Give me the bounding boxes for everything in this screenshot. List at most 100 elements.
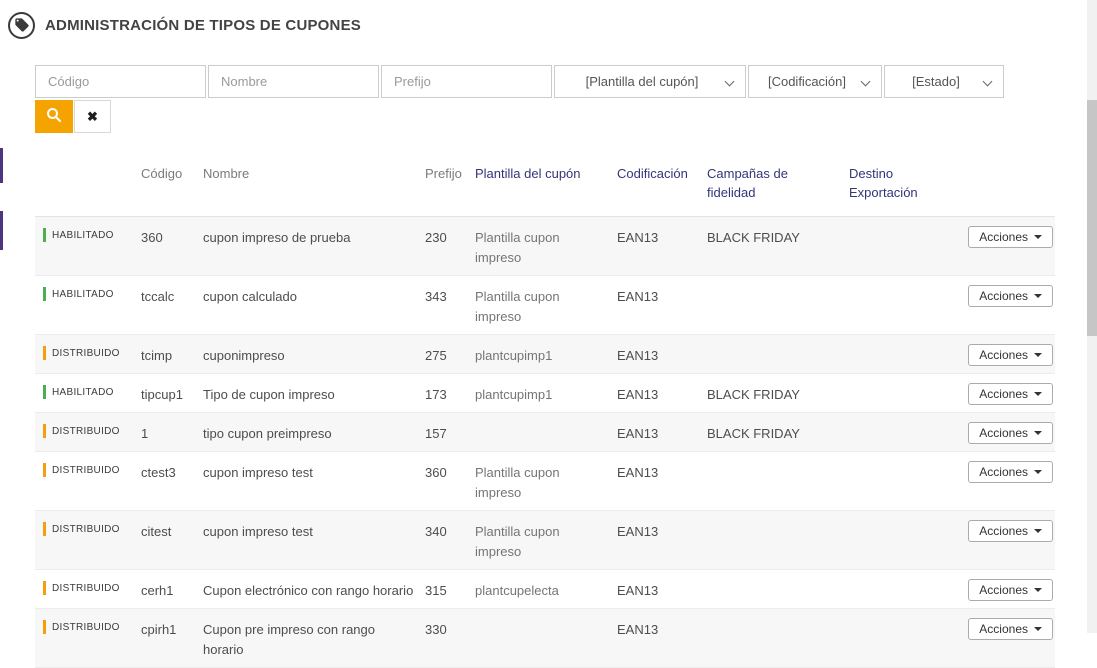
header-plantilla[interactable]: Plantilla del cupón — [475, 166, 581, 181]
table-row: HABILITADO 360 cupon impreso de prueba 2… — [35, 217, 1055, 276]
cell-prefijo: 340 — [425, 524, 447, 539]
acciones-button[interactable]: Acciones — [968, 285, 1053, 307]
cell-campanas: BLACK FRIDAY — [707, 230, 800, 245]
acciones-label: Acciones — [979, 465, 1028, 479]
page-header: ADMINISTRACIÓN DE TIPOS DE CUPONES — [0, 0, 1097, 42]
cell-destino — [847, 570, 965, 588]
scrollbar — [1087, 0, 1097, 633]
acciones-label: Acciones — [979, 289, 1028, 303]
cell-codificacion: EAN13 — [617, 465, 659, 480]
cell-acciones: Acciones — [965, 609, 1055, 645]
plantilla-select[interactable]: [Plantilla del cupón] — [554, 65, 746, 98]
acciones-button[interactable]: Acciones — [968, 226, 1053, 248]
status-label: DISTRIBUIDO — [52, 621, 120, 633]
acciones-label: Acciones — [979, 230, 1028, 244]
cell-plantilla: plantcupimp1 — [475, 348, 553, 363]
status-badge: DISTRIBUIDO — [35, 511, 139, 543]
caret-down-icon — [1034, 353, 1042, 357]
caret-down-icon — [1034, 529, 1042, 533]
cell-campanas: BLACK FRIDAY — [707, 426, 800, 441]
codificacion-select[interactable]: [Codificación] — [748, 65, 882, 98]
table-row: DISTRIBUIDO tcimp cuponimpreso 275 plant… — [35, 335, 1055, 374]
cell-codigo: tipcup1 — [141, 387, 183, 402]
status-label: DISTRIBUIDO — [52, 523, 120, 535]
nombre-input[interactable] — [208, 65, 379, 98]
acciones-button[interactable]: Acciones — [968, 383, 1053, 405]
cell-prefijo: 315 — [425, 583, 447, 598]
caret-down-icon — [1034, 470, 1042, 474]
filter-bar: [Plantilla del cupón] [Codificación] [Es… — [35, 65, 1097, 98]
cell-campanas — [705, 511, 847, 529]
status-badge: DISTRIBUIDO — [35, 335, 139, 367]
prefijo-input[interactable] — [381, 65, 552, 98]
estado-select-value: [Estado] — [912, 74, 960, 89]
tag-icon — [8, 11, 35, 39]
status-bar — [43, 424, 46, 438]
cell-codificacion: EAN13 — [617, 348, 659, 363]
cell-prefijo: 275 — [425, 348, 447, 363]
filter-actions: ✖ — [35, 100, 1097, 133]
cell-nombre: cupon impreso de prueba — [203, 230, 351, 245]
cell-codigo: 1 — [141, 426, 149, 441]
cell-prefijo: 343 — [425, 289, 447, 304]
cell-campanas — [705, 452, 847, 470]
left-edge-accent-bar — [0, 148, 3, 183]
acciones-label: Acciones — [979, 426, 1028, 440]
acciones-label: Acciones — [979, 622, 1028, 636]
status-label: DISTRIBUIDO — [52, 425, 120, 437]
table-body: HABILITADO 360 cupon impreso de prueba 2… — [35, 217, 1055, 668]
caret-down-icon — [1034, 235, 1042, 239]
cell-codigo: ctest3 — [141, 465, 176, 480]
header-prefijo: Prefijo — [425, 166, 462, 181]
status-bar — [43, 463, 46, 477]
cell-codificacion: EAN13 — [617, 426, 659, 441]
status-bar — [43, 522, 46, 536]
acciones-button[interactable]: Acciones — [968, 422, 1053, 444]
left-edge-accent-bar — [0, 211, 3, 250]
search-button[interactable] — [35, 100, 73, 133]
cell-nombre: Tipo de cupon impreso — [203, 387, 335, 402]
cell-destino — [847, 413, 965, 431]
cell-codigo: tcimp — [141, 348, 173, 363]
header-estado — [35, 150, 139, 178]
header-campanas[interactable]: Campañas de fidelidad — [707, 166, 788, 200]
table-row: DISTRIBUIDO ctest3 cupon impreso test 36… — [35, 452, 1055, 511]
status-badge: DISTRIBUIDO — [35, 609, 139, 641]
codigo-input[interactable] — [35, 65, 206, 98]
acciones-button[interactable]: Acciones — [968, 618, 1053, 640]
acciones-button[interactable]: Acciones — [968, 344, 1053, 366]
acciones-label: Acciones — [979, 524, 1028, 538]
status-bar — [43, 346, 46, 360]
cell-prefijo: 330 — [425, 622, 447, 637]
clear-button[interactable]: ✖ — [74, 100, 111, 133]
cell-prefijo: 173 — [425, 387, 447, 402]
cell-destino — [847, 511, 965, 529]
cell-nombre: tipo cupon preimpreso — [203, 426, 332, 441]
cell-codigo: cpirh1 — [141, 622, 177, 637]
cell-acciones: Acciones — [965, 335, 1055, 371]
cell-codigo: 360 — [141, 230, 163, 245]
cell-acciones: Acciones — [965, 511, 1055, 547]
acciones-button[interactable]: Acciones — [968, 579, 1053, 601]
cell-nombre: cupon impreso test — [203, 524, 313, 539]
estado-select[interactable]: [Estado] — [884, 65, 1004, 98]
table-header-row: Código Nombre Prefijo Plantilla del cupó… — [35, 150, 1055, 217]
cell-codificacion: EAN13 — [617, 622, 659, 637]
acciones-button[interactable]: Acciones — [968, 520, 1053, 542]
cell-codificacion: EAN13 — [617, 387, 659, 402]
acciones-label: Acciones — [979, 583, 1028, 597]
acciones-button[interactable]: Acciones — [968, 461, 1053, 483]
scrollbar-thumb[interactable] — [1087, 100, 1097, 336]
close-icon: ✖ — [87, 108, 98, 124]
cell-campanas — [705, 570, 847, 588]
header-destino[interactable]: Destino Exportación — [849, 166, 918, 200]
caret-down-icon — [1034, 294, 1042, 298]
status-badge: DISTRIBUIDO — [35, 413, 139, 445]
cell-plantilla — [473, 609, 615, 627]
header-codificacion[interactable]: Codificación — [617, 166, 688, 181]
table-row: DISTRIBUIDO cerh1 Cupon electrónico con … — [35, 570, 1055, 609]
status-badge: HABILITADO — [35, 217, 139, 249]
caret-down-icon — [1034, 392, 1042, 396]
cell-prefijo: 360 — [425, 465, 447, 480]
cell-plantilla: plantcupelecta — [475, 583, 559, 598]
